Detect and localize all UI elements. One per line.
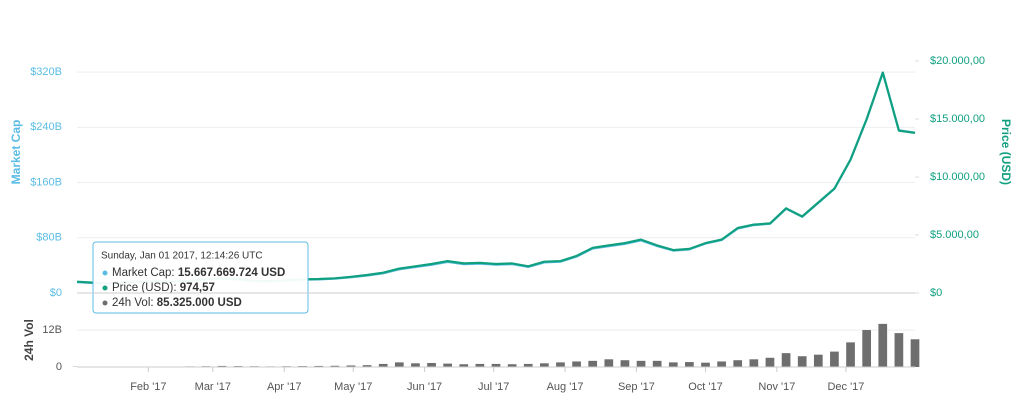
volume-bar <box>362 365 372 367</box>
volume-bar <box>491 363 501 367</box>
y-tick-label: 12B <box>42 324 62 336</box>
x-tick-label: Sep '17 <box>618 381 655 393</box>
tooltip-dot <box>102 285 108 291</box>
x-tick-label: Jul '17 <box>478 381 509 393</box>
y2-tick-label: $10.000,00 <box>930 171 985 183</box>
volume-bar <box>685 362 694 367</box>
volume-bar <box>749 359 759 367</box>
tooltip-row: Price (USD): 974,57 <box>112 282 215 294</box>
volume-bar <box>346 365 356 367</box>
volume-bar <box>378 363 388 367</box>
tooltip-row: Market Cap: 15.667.669.724 USD <box>112 267 285 279</box>
volume-bar <box>813 354 823 367</box>
volume-bar <box>411 363 420 367</box>
x-tick-label: Nov '17 <box>758 381 795 393</box>
volume-bar <box>701 362 710 367</box>
tooltip-dot <box>102 270 108 276</box>
volume-bar <box>217 365 227 367</box>
volume-bar <box>652 360 662 367</box>
volume-bar <box>668 362 678 367</box>
y-tick-label: $240B <box>30 121 62 133</box>
y-tick-label: $0 <box>50 287 62 299</box>
y2-tick-label: $5.000,00 <box>930 229 979 241</box>
y2-tick-label: $20.000,00 <box>930 55 985 67</box>
volume-bar <box>427 362 436 367</box>
x-tick-label: Jun '17 <box>407 381 442 393</box>
volume-bar <box>781 353 791 367</box>
y2-tick-label: $15.000,00 <box>930 113 985 125</box>
volume-bar <box>539 363 549 367</box>
tooltip-value: 15.667.669.724 USD <box>178 267 285 279</box>
volume-bar <box>620 360 630 367</box>
tooltip-value: 974,57 <box>180 282 215 294</box>
volume-axis-title: 24h Vol <box>22 319 36 361</box>
x-tick-label: Apr '17 <box>267 381 302 393</box>
x-tick-label: Dec '17 <box>827 381 864 393</box>
tooltip-label: 24h Vol: <box>112 297 154 309</box>
tooltip-value: 85.325.000 USD <box>157 297 242 309</box>
volume-bar <box>604 359 614 367</box>
volume-bar <box>717 361 726 367</box>
x-tick-label: Aug '17 <box>547 381 584 393</box>
volume-bar <box>894 333 904 367</box>
volume-bar <box>459 364 469 367</box>
x-tick-label: Mar '17 <box>195 381 231 393</box>
volume-bar <box>572 361 581 367</box>
volume-bar <box>830 351 839 367</box>
volume-bar <box>910 339 920 367</box>
volume-bar <box>314 365 324 367</box>
x-tick-label: Feb '17 <box>130 381 166 393</box>
x-tick-label: May '17 <box>334 381 372 393</box>
volume-bar <box>878 323 888 367</box>
y-tick-label: $80B <box>36 232 62 244</box>
y2-tick-label: $0 <box>930 287 942 299</box>
volume-bar <box>523 363 533 367</box>
volume-bar <box>588 360 598 367</box>
tooltip-label: Price (USD): <box>112 282 177 294</box>
y-tick-label: 0 <box>56 361 62 373</box>
volume-bar <box>636 360 646 367</box>
y-tick-label: $320B <box>30 66 62 78</box>
tooltip-dot <box>102 300 108 306</box>
volume-bar <box>507 364 517 367</box>
y2-axis-title: Price (USD) <box>999 119 1013 185</box>
volume-bar <box>475 363 485 367</box>
volume-bar <box>797 356 807 367</box>
tooltip-date: Sunday, Jan 01 2017, 12:14:26 UTC <box>101 251 263 262</box>
tooltip-label: Market Cap: <box>112 267 175 279</box>
y-axis-title: Market Cap <box>9 120 23 185</box>
volume-bar <box>443 363 453 367</box>
y-tick-label: $160B <box>30 176 62 188</box>
volume-bar <box>330 365 340 367</box>
volume-bar <box>394 362 404 367</box>
volume-bar <box>862 330 872 367</box>
tooltip-row: 24h Vol: 85.325.000 USD <box>112 297 242 309</box>
tooltip: Sunday, Jan 01 2017, 12:14:26 UTC Market … <box>92 241 309 314</box>
volume-bar <box>846 342 855 367</box>
tooltip-box <box>92 241 309 314</box>
volume-bar <box>556 362 565 367</box>
x-tick-label: Oct '17 <box>688 381 723 393</box>
volume-bar <box>765 357 775 367</box>
volume-bar <box>733 360 743 367</box>
